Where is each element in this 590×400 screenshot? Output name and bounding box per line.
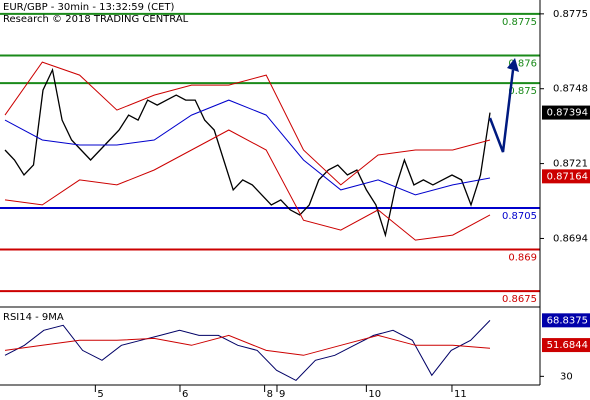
level-label: 0.8705 bbox=[502, 211, 537, 222]
price-tag bbox=[542, 105, 590, 120]
rsi-line bbox=[4, 320, 491, 382]
price-tag-label: 0.87164 bbox=[547, 171, 588, 182]
rsi-label: RSI14 - 9MA bbox=[3, 312, 64, 323]
level-label: 0.8775 bbox=[502, 17, 537, 28]
y-tick-label: 30 bbox=[560, 371, 573, 382]
forecast-arrow bbox=[488, 69, 515, 153]
x-tick-label: 10 bbox=[368, 389, 381, 400]
level-label: 0.869 bbox=[508, 253, 537, 264]
chart-title: EUR/GBP - 30min - 13:32:59 (CET) bbox=[3, 2, 175, 13]
price-tag-label: 0.87394 bbox=[547, 108, 588, 119]
level-label: 0.875 bbox=[508, 86, 537, 97]
chart-subtitle: Research © 2018 TRADING CENTRAL bbox=[3, 14, 189, 25]
indicator-line bbox=[4, 61, 491, 186]
price-line bbox=[4, 67, 491, 238]
indicator-line bbox=[4, 99, 491, 196]
y-tick-label: 0.8748 bbox=[553, 84, 588, 95]
x-tick-label: 6 bbox=[182, 389, 188, 400]
price-tag bbox=[542, 169, 590, 184]
price-tag-label: 51.6844 bbox=[547, 340, 588, 351]
y-tick-label: 0.8721 bbox=[553, 159, 588, 170]
rsi-line bbox=[4, 334, 491, 356]
level-label: 0.876 bbox=[508, 58, 537, 69]
x-tick-label: 5 bbox=[97, 389, 103, 400]
y-tick-label: 0.8694 bbox=[553, 233, 588, 244]
x-tick-label: 11 bbox=[454, 389, 467, 400]
price-tag bbox=[542, 313, 590, 328]
indicator-line bbox=[4, 129, 491, 241]
forecast-arrowhead bbox=[507, 58, 519, 72]
x-tick-label: 9 bbox=[279, 389, 285, 400]
level-label: 0.8675 bbox=[502, 294, 537, 305]
price-tag bbox=[542, 338, 590, 353]
x-tick-label: 8 bbox=[267, 389, 273, 400]
plot-layer: 0.8775 0.876 0.875 0.8705 0.869 0.8675 bbox=[0, 12, 540, 382]
y-tick-label: 0.8775 bbox=[553, 9, 588, 20]
price-tag-label: 68.8375 bbox=[547, 315, 588, 326]
